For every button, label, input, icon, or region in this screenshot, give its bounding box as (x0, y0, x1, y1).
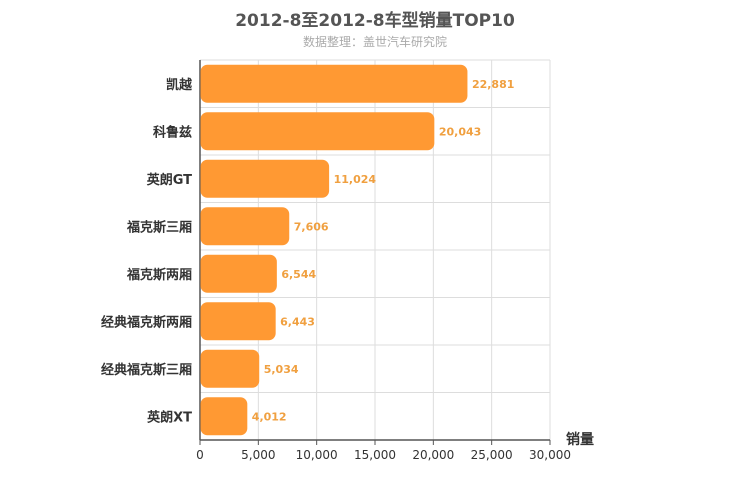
data-label: 7,606 (294, 220, 329, 233)
bar (200, 112, 435, 151)
data-label: 11,024 (334, 173, 377, 186)
x-tick-label: 0 (196, 448, 204, 462)
x-tick-label: 30,000 (529, 448, 571, 462)
chart-title: 2012-8至2012-8车型销量TOP10 (235, 11, 515, 31)
category-label: 凯越 (166, 77, 193, 93)
bar (200, 207, 290, 246)
x-tick-label: 15,000 (354, 448, 396, 462)
category-label: 科鲁兹 (153, 124, 192, 140)
x-tick-label: 25,000 (471, 448, 513, 462)
category-label: 福克斯三厢 (126, 219, 192, 235)
data-label: 6,443 (280, 315, 315, 328)
bars (200, 64, 468, 436)
x-tick-label: 20,000 (412, 448, 454, 462)
bar (200, 302, 276, 341)
x-tick-label: 10,000 (296, 448, 338, 462)
bar (200, 159, 330, 198)
bar (200, 349, 260, 388)
data-labels: 22,881 20,043 11,024 7,606 6,544 6,443 5,034 4,… (252, 78, 515, 424)
bar (200, 254, 277, 293)
data-label: 20,043 (439, 125, 481, 138)
data-label: 5,034 (264, 363, 299, 376)
x-tick-label: 5,000 (241, 448, 275, 462)
chart-subtitle: 数据整理：盖世汽车研究院 (302, 35, 447, 49)
data-label: 6,544 (281, 268, 316, 281)
category-label: 英朗GT (146, 172, 192, 188)
category-label: 经典福克斯两厢 (101, 314, 192, 330)
x-tick-labels: 0 5,000 10,000 15,000 20,000 25,000 30,000 (196, 440, 571, 462)
data-label: 22,881 (472, 78, 514, 91)
data-label: 4,012 (252, 410, 287, 423)
category-label: 英朗XT (146, 409, 192, 425)
x-axis-label: 销量 (566, 431, 594, 448)
bar (200, 397, 248, 436)
category-label: 福克斯两厢 (126, 267, 192, 283)
bar (200, 64, 468, 103)
category-label: 经典福克斯三厢 (101, 362, 192, 378)
